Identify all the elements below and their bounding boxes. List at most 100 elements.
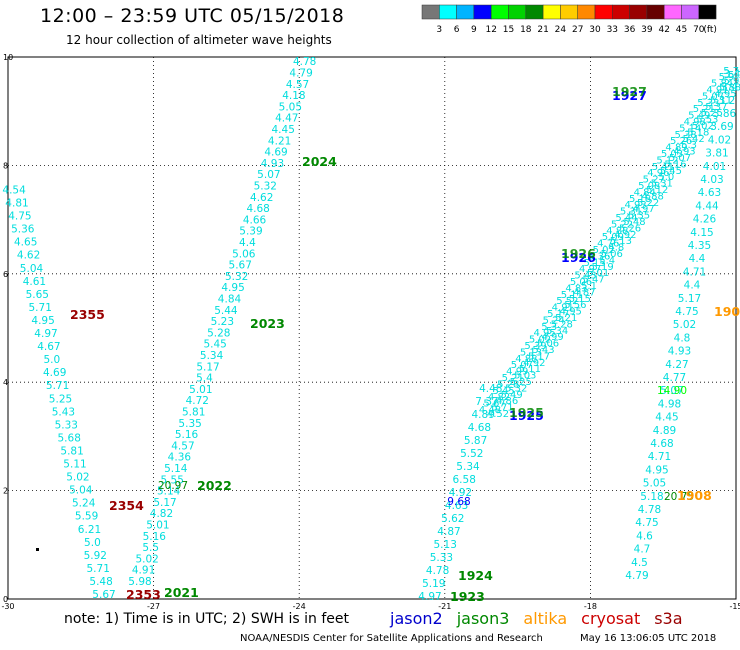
time-label-shadow: 1925 [509,405,544,420]
swh-value: 5.34 [200,350,224,362]
time-label: 190 [714,304,740,319]
swh-value: 3.4 [721,82,738,94]
swh-value: 4.4 [689,253,706,265]
swh-value: 5.14 [164,463,188,475]
swh-value: 4.21 [268,135,291,147]
swh-value: 5.43 [532,345,554,356]
swh-value: 4.77 [663,372,686,384]
swh-value: 5.17 [678,293,701,305]
swh-value: 4.71 [683,266,706,278]
swh-value: 5.24 [72,498,96,510]
legend-jason3: jason3 [456,609,510,628]
swh-value: 5.09 [602,232,624,243]
swh-value: 5.34 [546,326,568,337]
swh-value: 4.81 [5,198,28,210]
swh-value: 4.01 [703,161,726,173]
swh-value: 5.05 [279,101,302,113]
swh-value: 5.03 [661,149,683,160]
swh-value: 5.02 [593,245,615,256]
swh-value: 4.78 [293,56,316,68]
swh-value: 4.98 [658,398,681,410]
swh-value: 5.13 [434,539,457,551]
swh-value: 5.33 [697,98,719,109]
swh-value: 4.84 [634,187,656,198]
swh-value: 5.01 [146,520,169,532]
swh-value: 5.13 [610,236,632,247]
swh-value: 5.25 [49,393,72,405]
swh-value: 5.68 [58,432,81,444]
swh-value: 4.78 [426,565,449,577]
swh-value: 5.32 [505,383,527,394]
swh-value: 5.17 [547,309,569,320]
legend-altika: altika [523,609,568,628]
swh-value: 4.99 [541,332,563,343]
plot-frame [7,56,737,600]
swh-value: 5.21 [693,104,715,115]
x-tick-label: -24 [293,602,306,611]
chart-title: 12:00 – 23:59 UTC 05/15/2018 [40,5,345,27]
swh-highlight: 14.90 [657,385,687,397]
colorbar-label: 3 [436,25,442,35]
swh-value: 4.4 [684,280,701,292]
swh-value: 4.98 [684,117,706,128]
swh-value: 5.26 [670,136,692,147]
y-tick-label: 4 [3,378,8,387]
swh-value: 4.99 [506,367,528,378]
x-tick-label: -15 [729,602,740,611]
swh-value: 4.78 [638,504,661,516]
swh-value: 4.92 [614,230,636,241]
swh-value: 4.4 [239,237,256,249]
swh-value: 5.05 [643,478,666,490]
swh-value: 4.91 [552,303,574,314]
swh-value: 5.22 [611,219,633,230]
x-tick-label: -21 [438,602,451,611]
swh-value: 5.53 [696,115,718,126]
colorbar-label: 33 [607,25,618,35]
swh-value: 5.92 [84,550,107,562]
swh-value: 5.07 [702,91,724,102]
swh-value: 5.28 [207,327,230,339]
swh-value: 5.71 [87,563,110,575]
swh-value: 4.91 [132,565,155,577]
swh-value: 5.52 [460,448,483,460]
swh-value: 5.25 [701,108,723,119]
time-label: 2021 [164,585,199,600]
swh-value: 4.65 [14,237,37,249]
y-tick-label: 8 [3,161,8,170]
swh-value: 5.45 [493,386,515,397]
x-tick-label: -18 [584,602,597,611]
wave-height-plot: -30 -27 -24 -21 -18 -1502468105.675.485.715.9… [1,53,740,611]
swh-value: 5.56 [564,300,586,311]
swh-value: 5.17 [528,351,550,362]
chart-subtitle: 12 hour collection of altimeter wave hei… [66,33,332,47]
swh-value: 4.02 [708,134,731,146]
swh-value: 5.45 [660,166,682,177]
swh-value: 5.34 [456,461,480,473]
swh-value: 5.01 [189,384,212,396]
swh-value: 4.57 [171,440,194,452]
swh-value: 4.76 [597,239,619,250]
swh-value: 5.67 [483,399,505,410]
swh-value: 5.28 [551,319,573,330]
time-label: 1927 [612,88,647,103]
swh-value: 4.96 [647,168,669,179]
swh-value: 5.32 [225,271,248,283]
time-label-shadow: 1926 [561,246,596,261]
swh-value: 5.39 [239,226,262,238]
swh-value: 4.66 [243,214,267,226]
swh-value: 3.81 [705,148,728,160]
swh-value: 5.42 [683,134,705,145]
swh-value: 5.33 [430,552,453,564]
swh-value: 4.93 [261,158,284,170]
swh-value: 5.11 [519,364,541,375]
swh-value: 4.18 [282,90,305,102]
swh-value: 4.8 [674,332,691,344]
swh-value: 4.84 [218,294,242,306]
swh-value: 5.04 [20,263,44,275]
swh-value: 4.03 [700,174,723,186]
swh-value: 5.98 [128,576,151,588]
colorbar-unit: (ft) [703,25,717,35]
swh-value: 4.87 [573,287,595,298]
stray-point [36,548,39,551]
swh-value: 4.45 [272,124,295,136]
